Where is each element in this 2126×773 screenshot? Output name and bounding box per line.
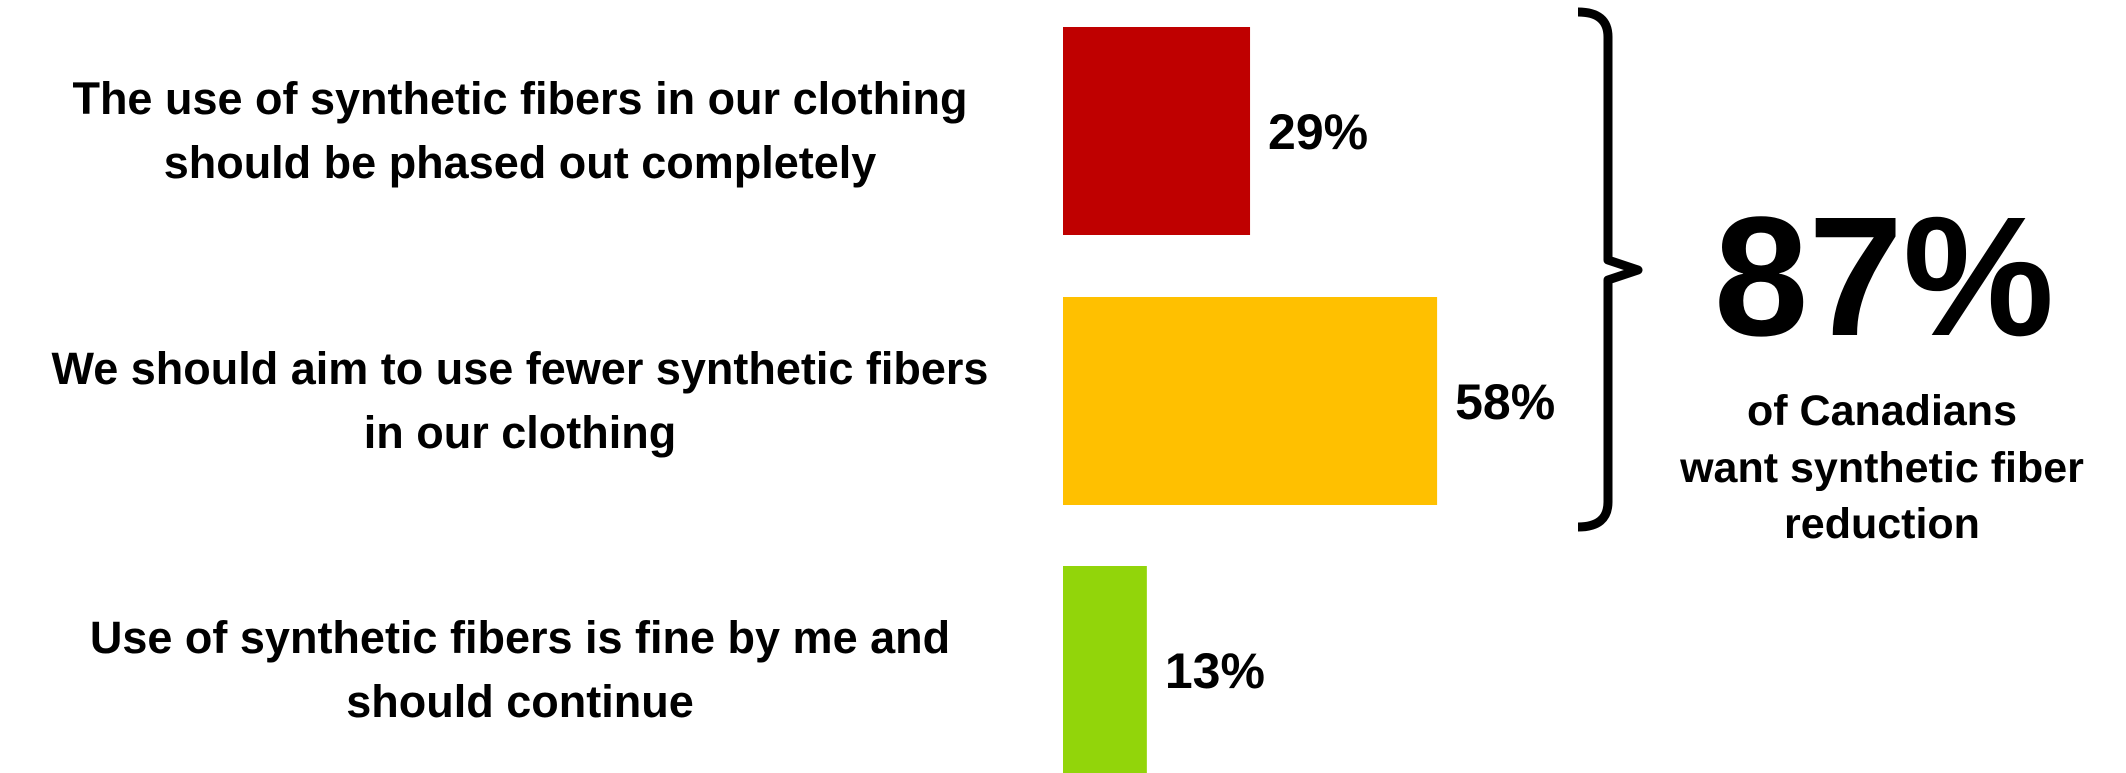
value-label-3: 13% xyxy=(1165,643,1265,699)
category-label-2-line-1: We should aim to use fewer synthetic fib… xyxy=(52,343,989,394)
caption-line-2: want synthetic fiber xyxy=(1679,444,2084,492)
caption-line-3: reduction xyxy=(1784,500,1980,548)
bars xyxy=(1063,27,1438,773)
bar-1 xyxy=(1063,27,1251,235)
category-label-2-line-2: in our clothing xyxy=(364,407,676,458)
caption-line-1: of Canadians xyxy=(1747,387,2017,435)
grouping-bracket xyxy=(1577,7,1643,532)
category-label-1-line-1: The use of synthetic fibers in our cloth… xyxy=(72,73,967,124)
bar-3 xyxy=(1063,566,1147,773)
total-caption: of Canadians want synthetic fiber reductio… xyxy=(1679,387,2084,548)
category-label-1-line-2: should be phased out completely xyxy=(164,137,877,188)
category-label-3-line-2: should continue xyxy=(346,676,693,727)
value-labels: 29% 58% 13% xyxy=(1165,104,1555,699)
total-percentage: 87% xyxy=(1714,182,2054,372)
category-label-3-line-1: Use of synthetic fibers is fine by me an… xyxy=(90,612,950,663)
bar-2 xyxy=(1063,297,1438,505)
value-label-1: 29% xyxy=(1268,104,1368,160)
value-label-2: 58% xyxy=(1455,374,1555,430)
category-labels: The use of synthetic fibers in our cloth… xyxy=(52,73,989,727)
